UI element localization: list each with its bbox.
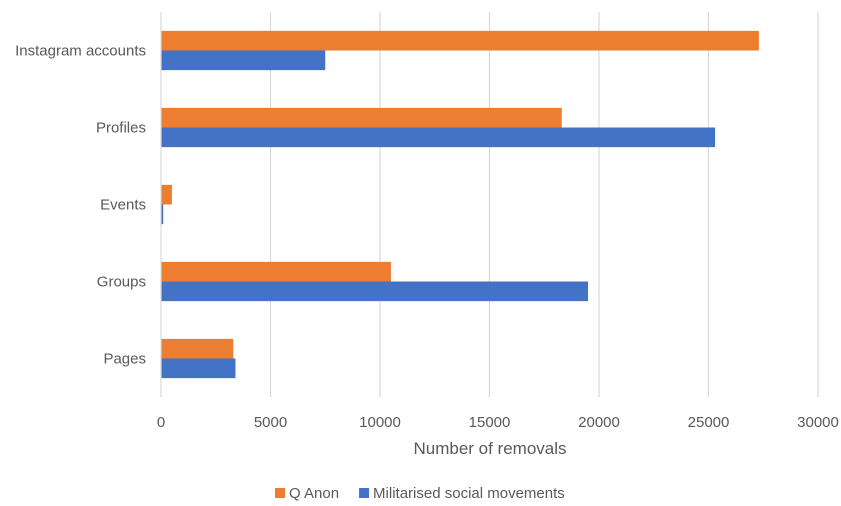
category-label: Instagram accounts [15,43,146,60]
bar-q-anon-instagram-accounts [161,30,759,51]
x-tick-label: 25000 [688,414,730,431]
category-label: Profiles [96,120,146,137]
bar-q-anon-groups [161,261,391,282]
bar-q-anon-pages [161,338,234,359]
bars [161,30,759,379]
bar-q-anon-events [161,184,172,205]
legend-swatch [275,488,285,498]
bar-militarised-social-movements-groups [161,281,589,302]
axes: 0 5000 10000 15000 20000 25000 30000 Instagram … [15,12,839,431]
category-label: Groups [97,274,146,291]
x-tick-label: 5000 [254,414,287,431]
legend-label: Q Anon [289,485,339,502]
x-axis-title: Number of removals [413,439,566,458]
bar-q-anon-profiles [161,107,562,128]
bar-militarised-social-movements-pages [161,358,236,379]
bar-militarised-social-movements-profiles [161,127,716,148]
x-tick-label: 20000 [578,414,620,431]
x-tick-label: 30000 [797,414,839,431]
bar-militarised-social-movements-instagram-accounts [161,50,326,71]
x-tick-label: 10000 [359,414,401,431]
bar-militarised-social-movements-events [161,204,164,225]
legend: Q Anon Militarised social movements [275,485,565,502]
legend-swatch [359,488,370,498]
legend-label: Militarised social movements [373,485,565,502]
x-tick-label: 0 [157,414,165,431]
category-label: Pages [103,351,146,368]
x-tick-label: 15000 [469,414,511,431]
category-label: Events [100,197,146,214]
gridlines [269,12,819,397]
